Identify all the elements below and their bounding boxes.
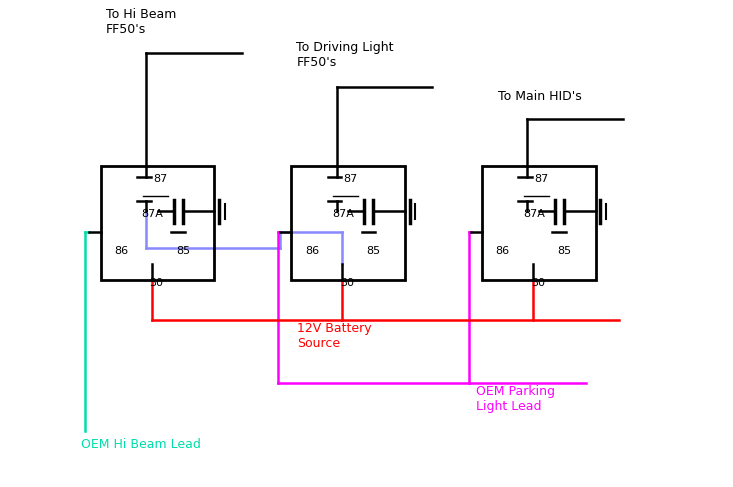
Text: 85: 85 (176, 246, 190, 257)
Bar (101, 166, 214, 280)
Bar (291, 166, 405, 280)
Text: 85: 85 (366, 246, 380, 257)
Text: 87A: 87A (332, 209, 354, 219)
Text: 30: 30 (150, 279, 163, 288)
Text: 86: 86 (305, 246, 319, 257)
Text: OEM Hi Beam Lead: OEM Hi Beam Lead (81, 437, 201, 450)
Text: 87: 87 (153, 173, 167, 184)
Bar (482, 166, 595, 280)
Text: 30: 30 (531, 279, 545, 288)
Text: 85: 85 (557, 246, 571, 257)
Text: 87: 87 (344, 173, 358, 184)
Text: OEM Parking
Light Lead: OEM Parking Light Lead (476, 385, 555, 413)
Text: To Main HID's: To Main HID's (498, 90, 582, 103)
Text: 87A: 87A (141, 209, 163, 219)
Text: To Driving Light
FF50's: To Driving Light FF50's (296, 41, 394, 69)
Text: 30: 30 (340, 279, 354, 288)
Text: 86: 86 (496, 246, 509, 257)
Text: To Hi Beam
FF50's: To Hi Beam FF50's (106, 8, 177, 36)
Text: 12V Battery
Source: 12V Battery Source (297, 322, 372, 350)
Text: 87: 87 (534, 173, 548, 184)
Text: 86: 86 (114, 246, 128, 257)
Text: 87A: 87A (523, 209, 545, 219)
